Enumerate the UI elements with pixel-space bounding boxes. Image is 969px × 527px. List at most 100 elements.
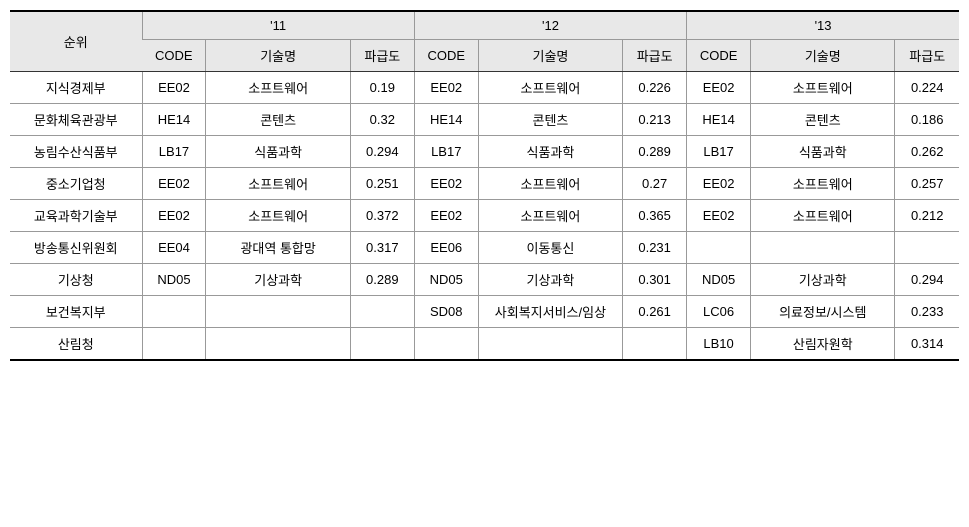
cell-impact: [350, 328, 414, 361]
cell-code: EE02: [687, 200, 751, 232]
cell-impact: 0.27: [623, 168, 687, 200]
cell-impact: 0.294: [895, 264, 959, 296]
cell-code: ND05: [142, 264, 206, 296]
table-header: 순위 '11 '12 '13 CODE 기술명 파급도 CODE 기술명 파급도…: [10, 11, 959, 72]
cell-impact: [350, 296, 414, 328]
table-body: 지식경제부EE02소프트웨어0.19EE02소프트웨어0.226EE02소프트웨…: [10, 72, 959, 361]
data-table: 순위 '11 '12 '13 CODE 기술명 파급도 CODE 기술명 파급도…: [10, 10, 959, 361]
header-tech: 기술명: [206, 40, 350, 72]
table-row: 산림청 LB10산림자원학0.314: [10, 328, 959, 361]
cell-impact: 0.257: [895, 168, 959, 200]
header-code: CODE: [414, 40, 478, 72]
cell-tech: 소프트웨어: [751, 200, 895, 232]
table-row: 농림수산식품부LB17식품과학0.294LB17식품과학0.289LB17식품과…: [10, 136, 959, 168]
header-code: CODE: [687, 40, 751, 72]
cell-code: SD08: [414, 296, 478, 328]
cell-tech: 콘텐츠: [206, 104, 350, 136]
table-row: 교육과학기술부EE02소프트웨어0.372EE02소프트웨어0.365EE02소…: [10, 200, 959, 232]
header-tech: 기술명: [478, 40, 622, 72]
header-impact: 파급도: [895, 40, 959, 72]
table-row: 방송통신위원회EE04광대역 통합망0.317EE06이동통신0.231: [10, 232, 959, 264]
cell-tech: 식품과학: [478, 136, 622, 168]
cell-impact: 0.294: [350, 136, 414, 168]
cell-code: LC06: [687, 296, 751, 328]
cell-impact: 0.251: [350, 168, 414, 200]
cell-tech: 산림자원학: [751, 328, 895, 361]
cell-impact: 0.233: [895, 296, 959, 328]
cell-tech: 이동통신: [478, 232, 622, 264]
cell-code: HE14: [142, 104, 206, 136]
cell-rank: 산림청: [10, 328, 142, 361]
cell-impact: 0.261: [623, 296, 687, 328]
cell-tech: [751, 232, 895, 264]
cell-tech: 소프트웨어: [206, 168, 350, 200]
cell-impact: 0.186: [895, 104, 959, 136]
cell-code: ND05: [414, 264, 478, 296]
header-year-13: '13: [687, 11, 959, 40]
cell-tech: 식품과학: [206, 136, 350, 168]
table-row: 지식경제부EE02소프트웨어0.19EE02소프트웨어0.226EE02소프트웨…: [10, 72, 959, 104]
header-rank: 순위: [10, 11, 142, 72]
cell-tech: 의료정보/시스템: [751, 296, 895, 328]
cell-impact: 0.226: [623, 72, 687, 104]
cell-rank: 교육과학기술부: [10, 200, 142, 232]
cell-code: EE06: [414, 232, 478, 264]
cell-tech: 기상과학: [206, 264, 350, 296]
cell-code: [142, 296, 206, 328]
header-code: CODE: [142, 40, 206, 72]
cell-impact: 0.365: [623, 200, 687, 232]
cell-code: EE02: [687, 72, 751, 104]
cell-code: [414, 328, 478, 361]
cell-tech: 소프트웨어: [478, 72, 622, 104]
cell-tech: [206, 296, 350, 328]
cell-impact: 0.32: [350, 104, 414, 136]
cell-tech: 콘텐츠: [751, 104, 895, 136]
header-year-11: '11: [142, 11, 414, 40]
cell-tech: [478, 328, 622, 361]
cell-impact: 0.231: [623, 232, 687, 264]
cell-tech: 광대역 통합망: [206, 232, 350, 264]
cell-tech: 식품과학: [751, 136, 895, 168]
cell-impact: [895, 232, 959, 264]
header-year-12: '12: [414, 11, 686, 40]
cell-code: EE02: [142, 200, 206, 232]
table-row: 기상청ND05기상과학0.289ND05기상과학0.301ND05기상과학0.2…: [10, 264, 959, 296]
cell-code: EE02: [142, 168, 206, 200]
cell-tech: 콘텐츠: [478, 104, 622, 136]
cell-impact: 0.213: [623, 104, 687, 136]
header-impact: 파급도: [623, 40, 687, 72]
cell-impact: [623, 328, 687, 361]
cell-code: [687, 232, 751, 264]
cell-code: EE02: [687, 168, 751, 200]
cell-tech: 기상과학: [478, 264, 622, 296]
cell-rank: 방송통신위원회: [10, 232, 142, 264]
table-row: 중소기업청EE02소프트웨어0.251EE02소프트웨어0.27EE02소프트웨…: [10, 168, 959, 200]
cell-code: EE04: [142, 232, 206, 264]
cell-tech: 소프트웨어: [206, 72, 350, 104]
cell-code: EE02: [414, 168, 478, 200]
header-impact: 파급도: [350, 40, 414, 72]
table-row: 문화체육관광부HE14콘텐츠0.32HE14콘텐츠0.213HE14콘텐츠0.1…: [10, 104, 959, 136]
cell-code: [142, 328, 206, 361]
cell-rank: 기상청: [10, 264, 142, 296]
cell-impact: 0.372: [350, 200, 414, 232]
header-tech: 기술명: [751, 40, 895, 72]
cell-rank: 지식경제부: [10, 72, 142, 104]
cell-tech: 소프트웨어: [478, 168, 622, 200]
cell-impact: 0.301: [623, 264, 687, 296]
cell-code: ND05: [687, 264, 751, 296]
cell-rank: 농림수산식품부: [10, 136, 142, 168]
cell-rank: 중소기업청: [10, 168, 142, 200]
cell-code: EE02: [142, 72, 206, 104]
cell-impact: 0.19: [350, 72, 414, 104]
cell-code: HE14: [687, 104, 751, 136]
cell-impact: 0.314: [895, 328, 959, 361]
cell-tech: 소프트웨어: [206, 200, 350, 232]
cell-impact: 0.289: [623, 136, 687, 168]
cell-tech: 소프트웨어: [751, 72, 895, 104]
cell-impact: 0.224: [895, 72, 959, 104]
cell-code: HE14: [414, 104, 478, 136]
cell-impact: 0.289: [350, 264, 414, 296]
cell-tech: [206, 328, 350, 361]
cell-code: LB10: [687, 328, 751, 361]
